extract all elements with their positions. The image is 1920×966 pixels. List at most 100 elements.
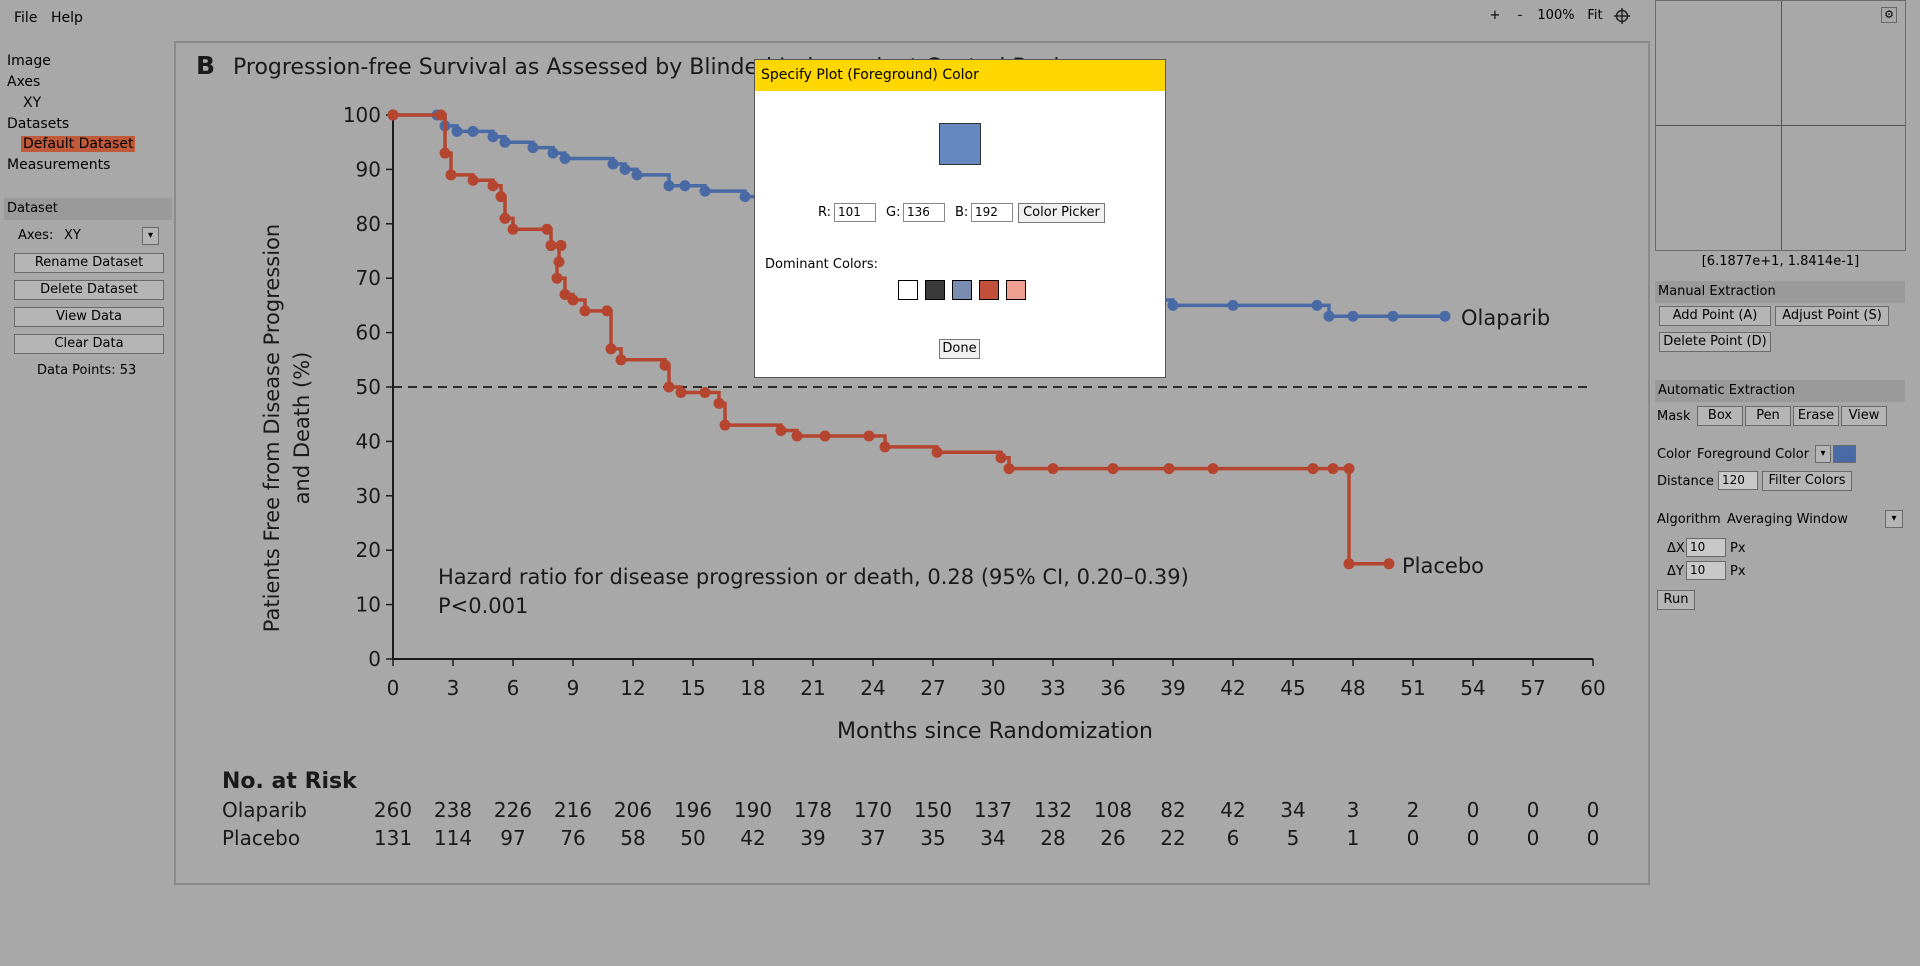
adjust-point-button[interactable]: Adjust Point (S) bbox=[1775, 306, 1889, 326]
series-label-placebo: Placebo bbox=[1402, 554, 1484, 578]
mask-box-button[interactable]: Box bbox=[1697, 406, 1743, 426]
risk-value: 0 bbox=[1467, 798, 1480, 822]
risk-value: 39 bbox=[800, 826, 825, 850]
data-point bbox=[699, 386, 711, 398]
r-input[interactable]: 101 bbox=[834, 203, 876, 222]
mask-erase-button[interactable]: Erase bbox=[1793, 406, 1839, 426]
risk-value: 178 bbox=[794, 798, 832, 822]
data-point bbox=[631, 169, 643, 181]
x-tick-label: 3 bbox=[447, 676, 460, 700]
mask-view-button[interactable]: View bbox=[1841, 406, 1887, 426]
tree-axes[interactable]: Axes bbox=[7, 74, 41, 90]
risk-value: 28 bbox=[1040, 826, 1065, 850]
filter-colors-button[interactable]: Filter Colors bbox=[1762, 471, 1852, 491]
delta-x-unit: Px bbox=[1730, 541, 1746, 556]
x-tick-label: 0 bbox=[387, 676, 400, 700]
color-mode-value[interactable]: Foreground Color bbox=[1697, 447, 1810, 462]
data-point bbox=[451, 125, 463, 137]
clear-data-button[interactable]: Clear Data bbox=[14, 334, 164, 354]
gear-icon[interactable]: ⚙ bbox=[1881, 7, 1897, 23]
data-point bbox=[931, 446, 943, 458]
delete-dataset-button[interactable]: Delete Dataset bbox=[14, 280, 164, 300]
color-picker-button[interactable]: Color Picker bbox=[1018, 203, 1105, 223]
axes-select-value[interactable]: XY bbox=[64, 228, 81, 243]
x-tick-label: 54 bbox=[1460, 676, 1485, 700]
chevron-down-icon[interactable]: ▾ bbox=[1815, 445, 1831, 463]
data-point bbox=[713, 397, 725, 409]
crosshair-icon[interactable] bbox=[1611, 5, 1633, 27]
tree-axes-xy[interactable]: XY bbox=[23, 95, 42, 111]
risk-value: 2 bbox=[1407, 798, 1420, 822]
risk-value: 0 bbox=[1587, 798, 1600, 822]
view-data-button[interactable]: View Data bbox=[14, 307, 164, 327]
x-tick-label: 39 bbox=[1160, 676, 1185, 700]
risk-value: 22 bbox=[1160, 826, 1185, 850]
risk-value: 82 bbox=[1160, 798, 1185, 822]
tree-datasets[interactable]: Datasets bbox=[7, 116, 70, 132]
risk-row-placebo-label: Placebo bbox=[222, 826, 300, 850]
data-point bbox=[791, 430, 803, 442]
data-point bbox=[1167, 299, 1179, 311]
dominant-color-swatch[interactable] bbox=[898, 280, 918, 300]
data-point bbox=[541, 223, 553, 235]
foreground-color-dialog: Specify Plot (Foreground) Color R: 101 G… bbox=[754, 59, 1166, 378]
menu-bar: File Help bbox=[0, 0, 1655, 38]
risk-value: 216 bbox=[554, 798, 592, 822]
b-input[interactable]: 192 bbox=[971, 203, 1013, 222]
y-tick-label: 30 bbox=[356, 484, 381, 508]
add-point-button[interactable]: Add Point (A) bbox=[1659, 306, 1771, 326]
manual-extraction-title: Manual Extraction bbox=[1655, 281, 1905, 303]
tree-measurements[interactable]: Measurements bbox=[7, 157, 111, 173]
risk-value: 5 bbox=[1287, 826, 1300, 850]
menu-file[interactable]: File bbox=[14, 10, 38, 26]
risk-value: 50 bbox=[680, 826, 705, 850]
menu-help[interactable]: Help bbox=[51, 10, 83, 26]
delta-y-input[interactable]: 10 bbox=[1686, 561, 1726, 580]
mask-pen-button[interactable]: Pen bbox=[1745, 406, 1791, 426]
risk-value: 42 bbox=[740, 826, 765, 850]
risk-value: 132 bbox=[1034, 798, 1072, 822]
risk-value: 3 bbox=[1347, 798, 1360, 822]
risk-value: 0 bbox=[1467, 826, 1480, 850]
zoom-out-button[interactable]: - bbox=[1517, 8, 1523, 23]
algorithm-value[interactable]: Averaging Window bbox=[1727, 512, 1848, 527]
data-point bbox=[1207, 463, 1219, 475]
x-tick-label: 6 bbox=[507, 676, 520, 700]
risk-value: 260 bbox=[374, 798, 412, 822]
run-button[interactable]: Run bbox=[1657, 590, 1695, 610]
data-point bbox=[559, 153, 571, 165]
series-label-olaparib: Olaparib bbox=[1461, 306, 1550, 330]
dominant-color-swatch[interactable] bbox=[1006, 280, 1026, 300]
risk-row-olaparib-label: Olaparib bbox=[222, 798, 307, 822]
tree-image[interactable]: Image bbox=[7, 53, 51, 69]
x-tick-label: 18 bbox=[740, 676, 765, 700]
data-point bbox=[1107, 463, 1119, 475]
risk-value: 131 bbox=[374, 826, 412, 850]
data-point bbox=[1307, 463, 1319, 475]
chevron-down-icon[interactable]: ▾ bbox=[1885, 510, 1903, 528]
delta-x-input[interactable]: 10 bbox=[1686, 538, 1726, 557]
data-point bbox=[1383, 558, 1395, 570]
tree-default-dataset[interactable]: Default Dataset bbox=[21, 136, 136, 152]
data-point bbox=[555, 240, 567, 252]
distance-input[interactable]: 120 bbox=[1718, 471, 1758, 490]
x-tick-label: 24 bbox=[860, 676, 885, 700]
data-point bbox=[1227, 299, 1239, 311]
fit-button[interactable]: Fit bbox=[1587, 8, 1603, 23]
chevron-down-icon[interactable]: ▾ bbox=[142, 227, 159, 245]
y-tick-label: 70 bbox=[356, 266, 381, 290]
rename-dataset-button[interactable]: Rename Dataset bbox=[14, 253, 164, 273]
data-point bbox=[1327, 463, 1339, 475]
dominant-color-swatch[interactable] bbox=[979, 280, 999, 300]
zoom-in-button[interactable]: + bbox=[1489, 8, 1501, 23]
magnifier-view: ⚙ bbox=[1655, 0, 1906, 251]
dominant-color-swatch[interactable] bbox=[925, 280, 945, 300]
done-button[interactable]: Done bbox=[939, 339, 980, 359]
dominant-color-swatch[interactable] bbox=[952, 280, 972, 300]
delete-point-button[interactable]: Delete Point (D) bbox=[1659, 332, 1771, 352]
foreground-color-swatch[interactable] bbox=[1833, 445, 1856, 463]
delta-y-unit: Px bbox=[1730, 564, 1746, 579]
data-point bbox=[495, 191, 507, 203]
g-input[interactable]: 136 bbox=[903, 203, 945, 222]
data-point bbox=[1347, 310, 1359, 322]
